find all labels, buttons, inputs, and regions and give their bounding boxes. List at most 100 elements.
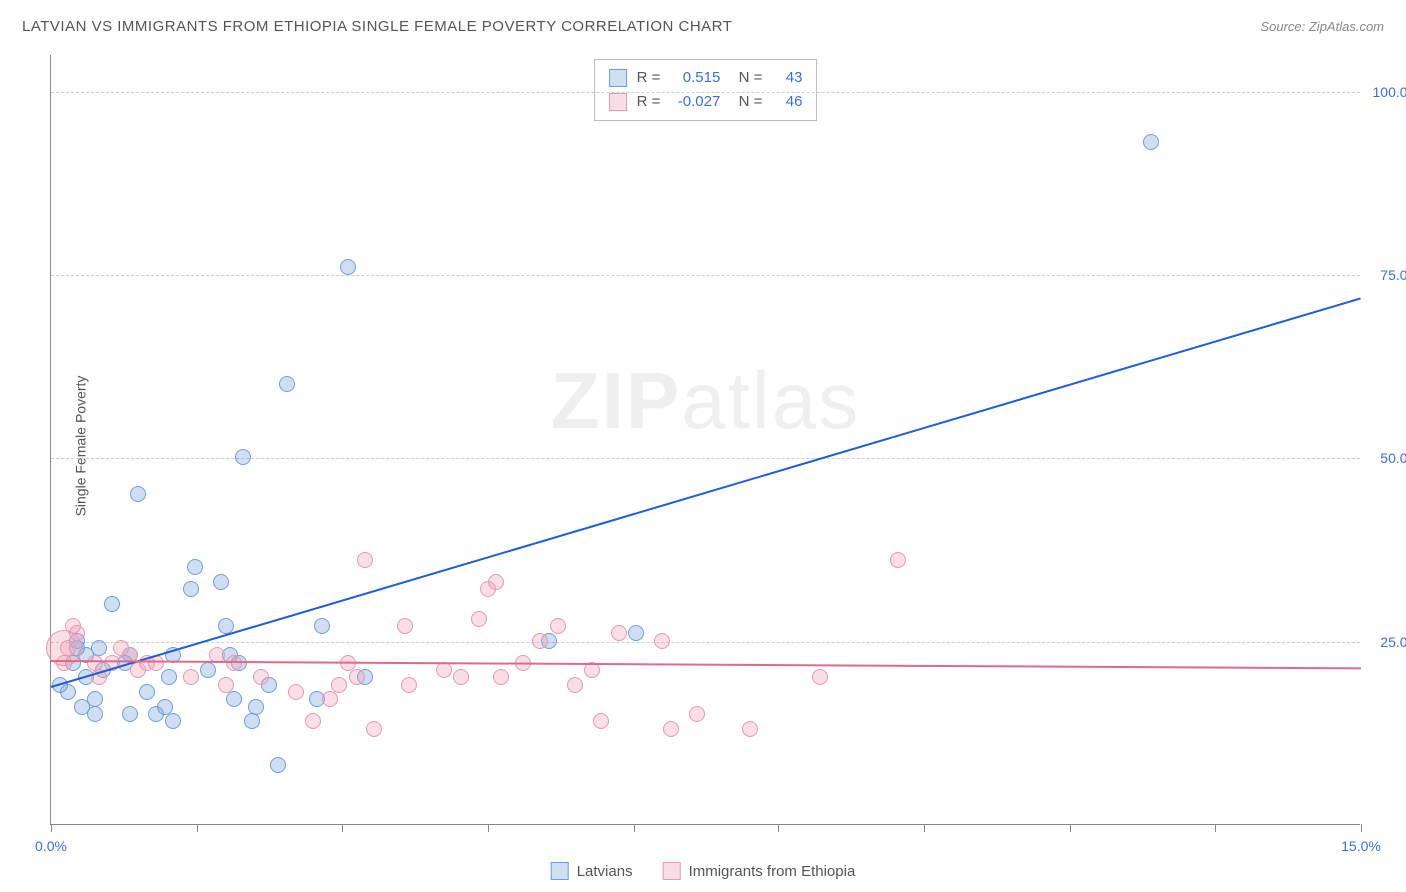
legend-label-2: Immigrants from Ethiopia bbox=[689, 863, 856, 880]
scatter-point bbox=[532, 633, 548, 649]
scatter-point bbox=[401, 677, 417, 693]
r-label: R = bbox=[637, 90, 661, 114]
scatter-point bbox=[550, 618, 566, 634]
scatter-point bbox=[69, 625, 85, 641]
scatter-point bbox=[314, 618, 330, 634]
scatter-point bbox=[812, 669, 828, 685]
scatter-point bbox=[611, 625, 627, 641]
scatter-point bbox=[349, 669, 365, 685]
gridline bbox=[51, 642, 1360, 643]
scatter-point bbox=[200, 662, 216, 678]
r-value-2: -0.027 bbox=[670, 90, 720, 114]
x-tick bbox=[1361, 824, 1362, 832]
y-tick-label: 50.0% bbox=[1365, 450, 1406, 466]
scatter-point bbox=[279, 376, 295, 392]
scatter-point bbox=[340, 259, 356, 275]
scatter-point bbox=[689, 706, 705, 722]
scatter-point bbox=[331, 677, 347, 693]
legend-label-1: Latvians bbox=[577, 863, 633, 880]
scatter-point bbox=[253, 669, 269, 685]
scatter-point bbox=[139, 684, 155, 700]
scatter-point bbox=[161, 669, 177, 685]
scatter-point bbox=[397, 618, 413, 634]
n-label: N = bbox=[730, 66, 762, 90]
scatter-point bbox=[183, 669, 199, 685]
scatter-point bbox=[270, 757, 286, 773]
swatch-series-1 bbox=[609, 69, 627, 87]
scatter-point bbox=[436, 662, 452, 678]
series-legend: Latvians Immigrants from Ethiopia bbox=[551, 862, 856, 880]
scatter-point bbox=[87, 691, 103, 707]
scatter-point bbox=[226, 691, 242, 707]
swatch-series-1 bbox=[551, 862, 569, 880]
scatter-point bbox=[654, 633, 670, 649]
scatter-point bbox=[187, 559, 203, 575]
x-tick bbox=[342, 824, 343, 832]
scatter-point bbox=[235, 449, 251, 465]
scatter-point bbox=[218, 677, 234, 693]
gridline bbox=[51, 92, 1360, 93]
scatter-point bbox=[87, 706, 103, 722]
scatter-point bbox=[60, 684, 76, 700]
scatter-point bbox=[248, 699, 264, 715]
scatter-point bbox=[488, 574, 504, 590]
x-tick bbox=[488, 824, 489, 832]
scatter-point bbox=[165, 713, 181, 729]
chart-title: LATVIAN VS IMMIGRANTS FROM ETHIOPIA SING… bbox=[22, 18, 732, 35]
scatter-point bbox=[305, 713, 321, 729]
scatter-point bbox=[567, 677, 583, 693]
scatter-point bbox=[288, 684, 304, 700]
watermark-light: atlas bbox=[681, 356, 860, 445]
x-tick-label: 15.0% bbox=[1341, 838, 1381, 854]
watermark: ZIPatlas bbox=[551, 355, 860, 447]
scatter-point bbox=[663, 721, 679, 737]
x-tick bbox=[1215, 824, 1216, 832]
x-tick bbox=[634, 824, 635, 832]
scatter-point bbox=[130, 486, 146, 502]
scatter-point bbox=[742, 721, 758, 737]
trend-line bbox=[51, 660, 1361, 669]
scatter-point bbox=[60, 640, 76, 656]
legend-item-2: Immigrants from Ethiopia bbox=[663, 862, 856, 880]
x-tick bbox=[778, 824, 779, 832]
n-label: N = bbox=[730, 90, 762, 114]
legend-row-2: R = -0.027 N = 46 bbox=[609, 90, 803, 114]
scatter-point bbox=[104, 596, 120, 612]
scatter-point bbox=[87, 655, 103, 671]
scatter-point bbox=[890, 552, 906, 568]
x-tick bbox=[197, 824, 198, 832]
scatter-point bbox=[366, 721, 382, 737]
scatter-point bbox=[56, 655, 72, 671]
scatter-point bbox=[471, 611, 487, 627]
scatter-point bbox=[1143, 134, 1159, 150]
x-tick bbox=[51, 824, 52, 832]
legend-row-1: R = 0.515 N = 43 bbox=[609, 66, 803, 90]
scatter-point bbox=[244, 713, 260, 729]
trend-line bbox=[51, 297, 1362, 688]
scatter-plot-area: ZIPatlas R = 0.515 N = 43 R = -0.027 N =… bbox=[50, 55, 1360, 825]
swatch-series-2 bbox=[609, 93, 627, 111]
scatter-point bbox=[322, 691, 338, 707]
x-tick-label: 0.0% bbox=[35, 838, 67, 854]
correlation-legend: R = 0.515 N = 43 R = -0.027 N = 46 bbox=[594, 59, 818, 121]
scatter-point bbox=[493, 669, 509, 685]
y-tick-label: 100.0% bbox=[1365, 84, 1406, 100]
title-bar: LATVIAN VS IMMIGRANTS FROM ETHIOPIA SING… bbox=[22, 18, 1384, 35]
source-attribution: Source: ZipAtlas.com bbox=[1260, 19, 1384, 34]
legend-item-1: Latvians bbox=[551, 862, 633, 880]
scatter-point bbox=[157, 699, 173, 715]
scatter-point bbox=[628, 625, 644, 641]
x-tick bbox=[924, 824, 925, 832]
n-value-2: 46 bbox=[772, 90, 802, 114]
n-value-1: 43 bbox=[772, 66, 802, 90]
gridline bbox=[51, 275, 1360, 276]
r-label: R = bbox=[637, 66, 661, 90]
scatter-point bbox=[91, 640, 107, 656]
y-tick-label: 25.0% bbox=[1365, 634, 1406, 650]
watermark-bold: ZIP bbox=[551, 356, 681, 445]
scatter-point bbox=[213, 574, 229, 590]
scatter-point bbox=[453, 669, 469, 685]
swatch-series-2 bbox=[663, 862, 681, 880]
scatter-point bbox=[122, 706, 138, 722]
scatter-point bbox=[357, 552, 373, 568]
